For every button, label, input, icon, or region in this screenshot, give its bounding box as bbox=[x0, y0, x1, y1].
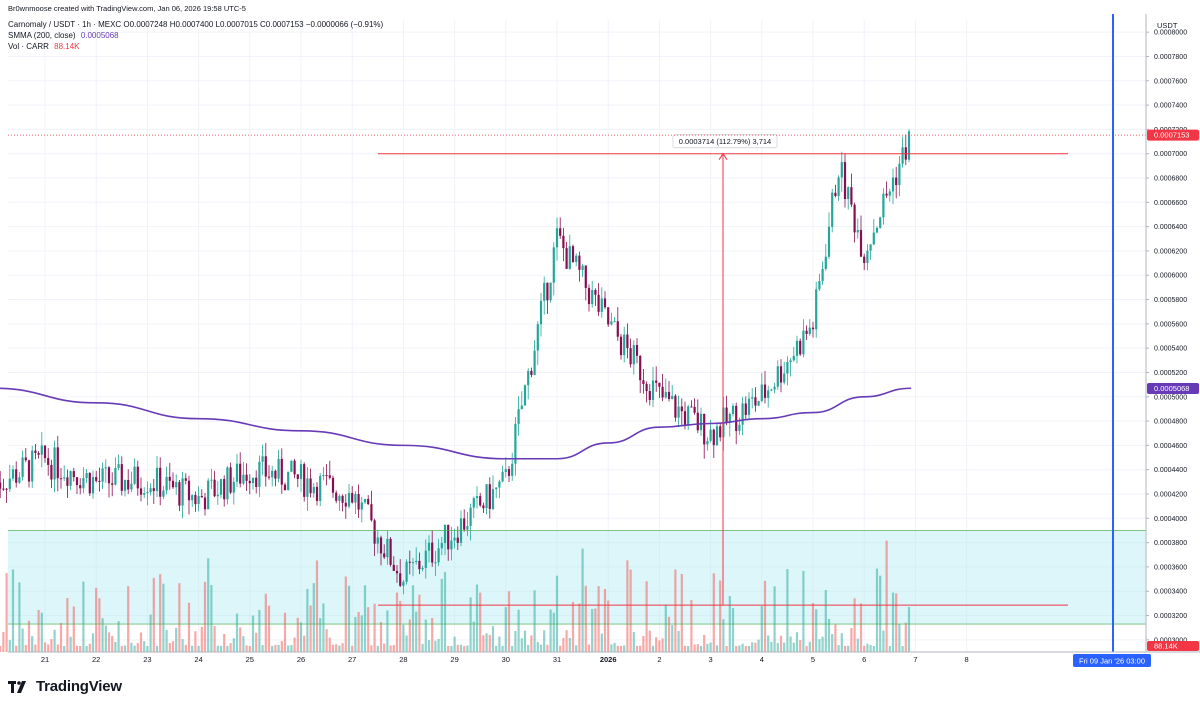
volume-value-badge-text: 88.14K bbox=[1154, 642, 1178, 651]
time-tick-label: 8 bbox=[965, 655, 969, 664]
time-tick-label: 28 bbox=[399, 655, 407, 664]
smma-line[interactable] bbox=[0, 387, 912, 460]
time-tick-label: 22 bbox=[92, 655, 100, 664]
price-tick-label: 0.0004200 bbox=[1154, 492, 1187, 499]
price-range-label-text: 0.0003714 (112.79%) 3,714 bbox=[679, 137, 771, 146]
price-tick-label: 0.0005400 bbox=[1154, 346, 1187, 353]
price-tick-label: 0.0007400 bbox=[1154, 103, 1187, 110]
price-tick-label: 0.0006200 bbox=[1154, 248, 1187, 255]
time-tick-label: 6 bbox=[862, 655, 866, 664]
time-tick-label: 24 bbox=[194, 655, 202, 664]
price-tick-label: 0.0005200 bbox=[1154, 370, 1187, 377]
time-tick-label: 23 bbox=[143, 655, 151, 664]
price-tick-label: 0.0003400 bbox=[1154, 589, 1187, 596]
candlesticks[interactable] bbox=[0, 129, 911, 595]
price-axis[interactable]: USDT 0.0008000 0.0007800 0.0007600 0.000740… bbox=[1145, 14, 1199, 652]
time-axis[interactable]: 21 22 23 24 25 26 27 28 29 30 31 2026 2 3 4 5 6 7 8 Fri 09… bbox=[8, 651, 1200, 667]
time-cursor-badge-text: Fri 09 Jan '26 03:00 bbox=[1079, 657, 1145, 666]
tradingview-logo-icon bbox=[8, 680, 26, 693]
time-tick-label: 30 bbox=[502, 655, 510, 664]
highlight-zone bbox=[8, 530, 1146, 625]
volume-legend-label: Vol · CARR bbox=[8, 42, 49, 51]
price-tick-label: 0.0005800 bbox=[1154, 297, 1187, 304]
volume-value-badge: 88.14K bbox=[1147, 641, 1199, 651]
price-tick-label: 0.0004800 bbox=[1154, 419, 1187, 426]
price-tick-label: 0.0005000 bbox=[1154, 394, 1187, 401]
last-price-badge-text: 0.0007153 bbox=[1154, 131, 1189, 140]
currency-label: USDT bbox=[1157, 21, 1178, 30]
price-tick-label: 0.0004000 bbox=[1154, 516, 1187, 523]
smma-legend[interactable]: SMMA (200, close) 0.0005068 bbox=[8, 31, 119, 40]
price-tick-label: 0.0006800 bbox=[1154, 176, 1187, 183]
price-tick-label: 0.0007800 bbox=[1154, 54, 1187, 61]
time-tick-label: 2026 bbox=[600, 655, 617, 664]
time-tick-label: 5 bbox=[811, 655, 815, 664]
sma-value-badge-text: 0.0005068 bbox=[1154, 384, 1189, 393]
tradingview-logo[interactable]: TradingView bbox=[8, 678, 122, 695]
price-tick-label: 0.0006000 bbox=[1154, 273, 1187, 280]
volume-legend[interactable]: Vol · CARR 88.14K bbox=[8, 42, 80, 51]
time-tick-label: 21 bbox=[41, 655, 49, 664]
time-tick-label: 4 bbox=[760, 655, 764, 664]
time-tick-label: 2 bbox=[657, 655, 661, 664]
time-tick-labels: 21 22 23 24 25 26 27 28 29 30 31 2026 2 3 4 5 6 7 8 bbox=[41, 655, 969, 664]
smma-legend-value: 0.0005068 bbox=[80, 31, 119, 40]
last-price-badge: 0.0007153 bbox=[1147, 129, 1199, 141]
time-tick-label: 29 bbox=[450, 655, 458, 664]
time-tick-label: 7 bbox=[913, 655, 917, 664]
time-tick-label: 27 bbox=[348, 655, 356, 664]
price-tick-label: 0.0008000 bbox=[1154, 30, 1187, 37]
time-cursor-badge: Fri 09 Jan '26 03:00 bbox=[1073, 654, 1151, 667]
symbol-line[interactable]: Carnomaly / USDT · 1h · MEXC O0.0007248 … bbox=[8, 20, 384, 29]
price-tick-label: 0.0005600 bbox=[1154, 321, 1187, 328]
price-range-label: 0.0003714 (112.79%) 3,714 bbox=[672, 134, 778, 149]
volume-bars bbox=[0, 540, 911, 652]
price-tick-label: 0.0006600 bbox=[1154, 200, 1187, 207]
sma-value-badge: 0.0005068 bbox=[1147, 383, 1199, 395]
annotations[interactable]: 0.0003714 (112.79%) 3,714 bbox=[8, 134, 1146, 625]
price-tick-label: 0.0004600 bbox=[1154, 443, 1187, 450]
volume-legend-value: 88.14K bbox=[54, 42, 80, 51]
price-tick-label: 0.0007000 bbox=[1154, 151, 1187, 158]
price-tick-label: 0.0006400 bbox=[1154, 224, 1187, 231]
price-tick-label: 0.0003000 bbox=[1154, 637, 1187, 644]
price-tick-label: 0.0003200 bbox=[1154, 613, 1187, 620]
time-tick-label: 31 bbox=[553, 655, 561, 664]
grid bbox=[8, 20, 1146, 652]
time-tick-label: 26 bbox=[297, 655, 305, 664]
smma-legend-label: SMMA (200, close) bbox=[8, 31, 76, 40]
price-tick-label: 0.0007600 bbox=[1154, 78, 1187, 85]
price-tick-label: 0.0003800 bbox=[1154, 540, 1187, 547]
price-tick-label: 0.0003600 bbox=[1154, 564, 1187, 571]
tradingview-brand-name: TradingView bbox=[36, 678, 122, 695]
price-tick-label: 0.0004400 bbox=[1154, 467, 1187, 474]
time-tick-label: 3 bbox=[709, 655, 713, 664]
credit-line: Br0wnmoose created with TradingView.com,… bbox=[8, 4, 246, 13]
time-tick-label: 25 bbox=[246, 655, 254, 664]
price-tick-labels: 0.0008000 0.0007800 0.0007600 0.0007400 0.00… bbox=[1146, 30, 1187, 644]
